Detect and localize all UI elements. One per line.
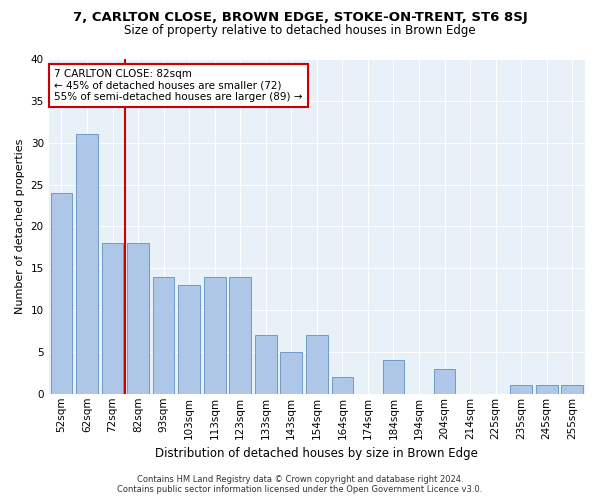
Bar bbox=[383, 360, 404, 394]
Bar bbox=[204, 276, 226, 394]
Text: Contains HM Land Registry data © Crown copyright and database right 2024.
Contai: Contains HM Land Registry data © Crown c… bbox=[118, 474, 482, 494]
Bar bbox=[101, 243, 124, 394]
Bar bbox=[434, 368, 455, 394]
Text: 7, CARLTON CLOSE, BROWN EDGE, STOKE-ON-TRENT, ST6 8SJ: 7, CARLTON CLOSE, BROWN EDGE, STOKE-ON-T… bbox=[73, 11, 527, 24]
Bar bbox=[229, 276, 251, 394]
Bar bbox=[536, 386, 557, 394]
Text: Size of property relative to detached houses in Brown Edge: Size of property relative to detached ho… bbox=[124, 24, 476, 37]
Bar bbox=[255, 335, 277, 394]
Bar bbox=[332, 377, 353, 394]
Bar bbox=[76, 134, 98, 394]
Bar bbox=[127, 243, 149, 394]
Y-axis label: Number of detached properties: Number of detached properties bbox=[15, 138, 25, 314]
Bar bbox=[153, 276, 175, 394]
Text: 7 CARLTON CLOSE: 82sqm
← 45% of detached houses are smaller (72)
55% of semi-det: 7 CARLTON CLOSE: 82sqm ← 45% of detached… bbox=[54, 69, 302, 102]
Bar bbox=[510, 386, 532, 394]
Bar bbox=[562, 386, 583, 394]
Bar bbox=[178, 285, 200, 394]
Bar bbox=[50, 193, 72, 394]
Bar bbox=[280, 352, 302, 394]
X-axis label: Distribution of detached houses by size in Brown Edge: Distribution of detached houses by size … bbox=[155, 447, 478, 460]
Bar bbox=[306, 335, 328, 394]
